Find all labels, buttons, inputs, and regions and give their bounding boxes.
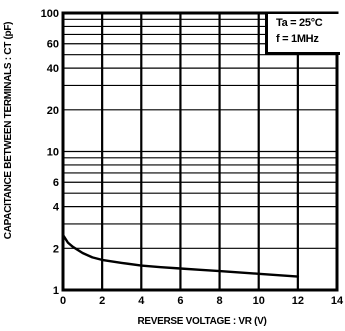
y-axis-label: CAPACITANCE BETWEEN TERMINALS : CT (pF) (3, 21, 14, 240)
y-tick-label: 40 (47, 63, 59, 75)
series-layer (61, 233, 300, 278)
y-tick-label: 1 (53, 285, 59, 297)
x-tick-label: 2 (99, 295, 105, 307)
y-tick-label: 10 (47, 147, 59, 159)
y-tick-label: 6 (53, 177, 59, 189)
capacitance-curve (61, 233, 300, 278)
frequency-annotation: f = 1MHz (276, 33, 319, 45)
plot-frame (61, 11, 339, 292)
x-tick-label: 12 (292, 295, 304, 307)
y-tick-label: 100 (41, 8, 59, 20)
x-tick-label: 4 (138, 295, 145, 307)
x-tick-label: 0 (60, 295, 66, 307)
conditions-box: Ta = 25°C f = 1MHz (265, 14, 340, 55)
y-tick-label: 60 (47, 39, 59, 51)
x-tick-label: 6 (177, 295, 183, 307)
x-tick-label: 10 (253, 295, 265, 307)
x-tick-label: 14 (331, 295, 344, 307)
x-axis-label: REVERSE VOLTAGE : VR (V) (137, 316, 267, 327)
temperature-annotation: Ta = 25°C (276, 17, 323, 29)
y-tick-label: 20 (47, 105, 59, 117)
y-tick-label: 4 (53, 202, 60, 214)
y-tick-label: 2 (53, 243, 59, 255)
x-tick-label: 8 (217, 295, 223, 307)
